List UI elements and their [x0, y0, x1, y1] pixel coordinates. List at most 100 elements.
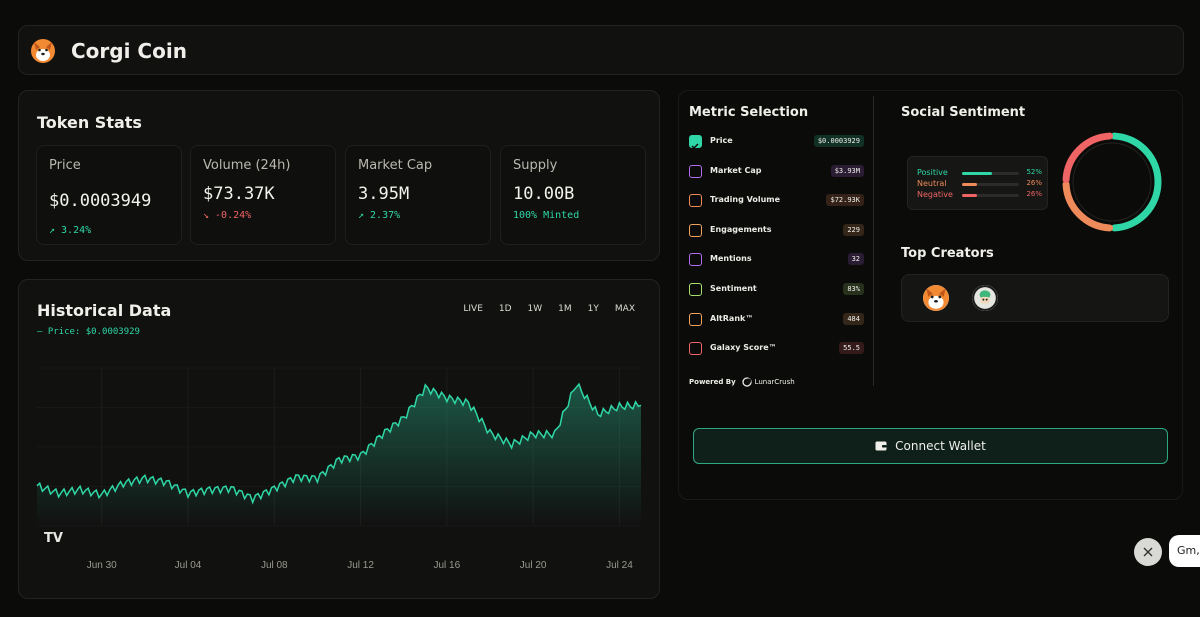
metric-label: Trading Volume	[710, 195, 781, 205]
sentiment-pct: 26%	[1026, 190, 1042, 198]
x-tick-label: Jul 04	[175, 560, 202, 571]
price-area	[37, 384, 641, 526]
chat-bubble[interactable]: Gm, l	[1169, 535, 1200, 567]
price-chart[interactable]: Jun 30 Jul 04 Jul 08 Jul 12 Jul 16 Jul 20 Jul …	[19, 280, 659, 598]
metric-label: Price	[710, 136, 733, 145]
token-stats-title: Token Stats	[37, 113, 142, 132]
tab-1y[interactable]: 1Y	[587, 304, 599, 314]
historical-title: Historical Data	[37, 301, 172, 320]
historical-data-panel: Historical Data LIVE 1D 1W 1M 1Y MAX — P…	[18, 279, 660, 599]
sentiment-pct: 26%	[1026, 179, 1042, 187]
sentiment-track	[962, 172, 1019, 175]
connect-wallet-button[interactable]: Connect Wallet	[693, 428, 1168, 464]
metric-label: Mentions	[710, 254, 752, 264]
stat-card-price: Price $0.0003949 ↗ 3.24%	[36, 145, 182, 245]
tab-1w[interactable]: 1W	[527, 304, 543, 314]
metric-badge: 83%	[843, 283, 864, 295]
metric-badge: 32	[847, 253, 864, 266]
x-tick-label: Jul 20	[520, 560, 547, 571]
metric-label: AltRank™	[710, 313, 754, 323]
app-title: Corgi Coin	[71, 39, 187, 63]
metric-row[interactable]: Trading Volume $72.93K	[689, 191, 864, 211]
sentiment-row-positive: Positive 52%	[917, 168, 1042, 179]
metric-badge: $72.93K	[826, 194, 864, 207]
metric-checkbox[interactable]	[689, 342, 702, 356]
sentiment-fill	[962, 172, 992, 175]
powered-by: Powered By LunarCrush	[689, 377, 795, 387]
top-creators-list	[901, 274, 1169, 322]
x-tick-label: Jun 30	[87, 560, 117, 571]
lunarcrush-icon	[742, 377, 752, 387]
metric-checkbox[interactable]	[689, 164, 702, 178]
donut-slice-positive	[1110, 132, 1162, 232]
metric-badge: 484	[843, 312, 864, 325]
metric-checkbox[interactable]	[689, 223, 702, 237]
metric-checkbox[interactable]	[689, 253, 702, 267]
sentiment-label: Negative	[917, 190, 953, 199]
x-tick-label: Jul 12	[347, 560, 374, 571]
metric-checkbox[interactable]	[689, 283, 702, 296]
character-avatar-icon	[972, 285, 998, 311]
creator-avatar[interactable]	[923, 285, 949, 311]
tab-live[interactable]: LIVE	[463, 304, 483, 314]
tab-1m[interactable]: 1M	[558, 304, 572, 314]
metric-badge: $0.0003929	[813, 135, 864, 147]
corgi-avatar-icon	[923, 285, 949, 311]
metric-badge: $3.93M	[830, 164, 864, 177]
stat-label: Volume (24h)	[203, 158, 291, 173]
stat-label: Price	[49, 158, 81, 173]
sentiment-row-negative: Negative 26%	[917, 190, 1042, 201]
metric-row[interactable]: AltRank™ 484	[689, 310, 864, 330]
price-legend: — Price: $0.0003929	[37, 327, 140, 337]
metric-row[interactable]: Price $0.0003929	[689, 132, 864, 152]
metric-label: Engagements	[710, 224, 772, 234]
metric-label: Galaxy Score™	[710, 343, 777, 353]
check-icon	[691, 143, 699, 150]
lunarcrush-brand[interactable]: LunarCrush	[754, 378, 795, 386]
metric-selection-title: Metric Selection	[689, 105, 809, 120]
sentiment-track	[962, 194, 1019, 197]
metric-row[interactable]: Engagements 229	[689, 221, 864, 241]
close-chat-button[interactable]	[1134, 538, 1162, 566]
tab-max[interactable]: MAX	[614, 304, 635, 314]
powered-by-label: Powered By	[689, 378, 736, 386]
creator-avatar[interactable]	[972, 285, 998, 311]
wallet-icon	[875, 441, 887, 451]
app-header: Corgi Coin	[18, 25, 1184, 75]
stat-card-volume: Volume (24h) $73.37K ↘ -0.24%	[190, 145, 336, 245]
sentiment-label: Positive	[917, 168, 948, 177]
close-icon	[1143, 547, 1153, 557]
range-tabs: LIVE 1D 1W 1M 1Y MAX	[455, 304, 643, 314]
sentiment-pct: 52%	[1026, 168, 1042, 176]
stat-value: 3.95M	[358, 184, 410, 204]
x-tick-label: Jul 24	[606, 560, 633, 571]
metric-row[interactable]: Mentions 32	[689, 250, 864, 270]
social-sentiment-title: Social Sentiment	[901, 105, 1026, 120]
price-line	[36, 382, 642, 505]
metric-row[interactable]: Sentiment 83%	[689, 280, 864, 300]
stat-card-supply: Supply 10.00B 100% Minted	[500, 145, 646, 245]
metric-row[interactable]: Galaxy Score™ 55.5	[689, 339, 864, 359]
stat-value: $73.37K	[203, 184, 275, 204]
sentiment-track	[962, 183, 1019, 186]
stat-value: 10.00B	[513, 184, 575, 204]
metric-checkbox[interactable]	[689, 194, 702, 208]
x-tick-label: Jul 08	[261, 560, 288, 571]
stat-change: ↗ 3.24%	[49, 225, 92, 236]
metric-row[interactable]: Market Cap $3.93M	[689, 162, 864, 182]
sentiment-fill	[962, 183, 977, 186]
metric-checkbox[interactable]	[689, 135, 702, 150]
stat-value: $0.0003949	[49, 191, 152, 211]
stat-change: ↘ -0.24%	[203, 210, 252, 221]
column-divider	[873, 96, 874, 386]
donut-slice-negative	[1062, 132, 1114, 184]
sentiment-row-neutral: Neutral 26%	[917, 179, 1042, 190]
metric-checkbox[interactable]	[689, 312, 702, 326]
tab-1d[interactable]: 1D	[498, 304, 512, 314]
corgi-icon	[31, 39, 55, 63]
sentiment-breakdown: Positive 52% Neutral 26% Negative 26%	[907, 156, 1048, 210]
connect-wallet-label: Connect Wallet	[895, 439, 986, 453]
sentiment-donut	[1062, 132, 1162, 232]
tradingview-logo: TV	[44, 531, 63, 546]
donut-slice-neutral	[1062, 180, 1114, 232]
